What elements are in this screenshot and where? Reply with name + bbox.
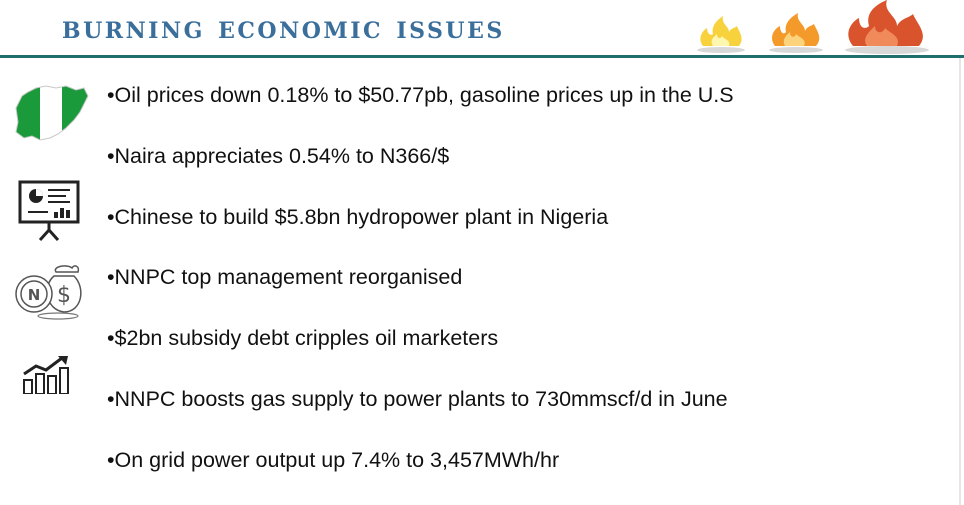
- right-border: [959, 58, 961, 505]
- flame-orange-icon: [769, 13, 823, 53]
- list-item: •On grid power output up 7.4% to 3,457MW…: [107, 448, 560, 472]
- title-divider: [0, 55, 964, 58]
- growth-chart-icon: [23, 356, 69, 394]
- svg-text:N: N: [28, 286, 41, 304]
- page-title: Burning economic issues: [62, 10, 505, 46]
- list-item: •$2bn subsidy debt cripples oil marketer…: [107, 326, 499, 350]
- nigeria-map-icon: [15, 85, 89, 141]
- list-item: •Naira appreciates 0.54% to N366/$: [107, 144, 450, 168]
- flame-yellow-icon: [697, 16, 745, 53]
- naira-dollar-coins-icon: $ N: [15, 265, 82, 320]
- list-item: •NNPC boosts gas supply to power plants …: [107, 387, 728, 411]
- flame-red-icon: [845, 0, 929, 54]
- svg-text:$: $: [57, 283, 71, 308]
- presentation-board-icon: [18, 180, 80, 242]
- list-item: •NNPC top management reorganised: [107, 265, 463, 289]
- list-item: •Oil prices down 0.18% to $50.77pb, gaso…: [107, 83, 734, 107]
- list-item: •Chinese to build $5.8bn hydropower plan…: [107, 205, 609, 229]
